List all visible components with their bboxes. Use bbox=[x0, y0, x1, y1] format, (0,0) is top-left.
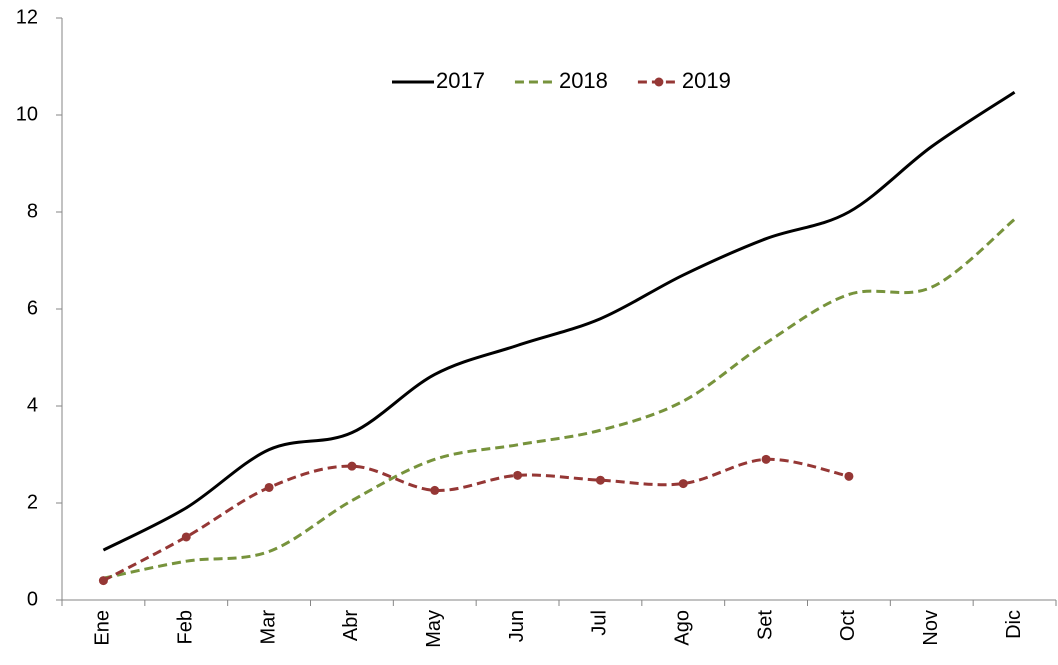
y-tick-label: 10 bbox=[16, 103, 38, 125]
legend: 2017 2018 2019 bbox=[392, 68, 731, 93]
x-tick-label: Oct bbox=[837, 610, 859, 642]
x-tick-label: Dic bbox=[1003, 610, 1025, 639]
point bbox=[430, 485, 440, 495]
y-tick-label: 4 bbox=[27, 394, 38, 416]
point bbox=[844, 471, 854, 481]
x-tick-label: Jun bbox=[506, 610, 528, 642]
point bbox=[761, 454, 771, 464]
point bbox=[347, 461, 357, 471]
point bbox=[264, 482, 274, 492]
point bbox=[98, 576, 108, 586]
y-tick-label: 0 bbox=[27, 588, 38, 610]
line-series bbox=[102, 457, 850, 582]
x-tick-label: Jul bbox=[589, 610, 611, 636]
legend-marker bbox=[654, 77, 664, 87]
point bbox=[181, 532, 191, 542]
y-tick-label: 2 bbox=[27, 491, 38, 513]
x-tick-label: Ago bbox=[672, 610, 694, 646]
legend-label: 2017 bbox=[436, 68, 485, 93]
x-tick-label: Abr bbox=[340, 610, 362, 641]
point bbox=[678, 479, 688, 489]
y-tick-label: 12 bbox=[16, 6, 38, 28]
x-tick-label: Mar bbox=[257, 610, 279, 645]
point bbox=[595, 475, 605, 485]
y-tick-label: 6 bbox=[27, 297, 38, 319]
x-tick-label: Ene bbox=[92, 610, 114, 646]
line-series bbox=[102, 90, 1016, 552]
x-tick-label: Nov bbox=[920, 610, 942, 646]
x-tick-label: May bbox=[423, 610, 445, 648]
point bbox=[513, 470, 523, 480]
x-tick-label: Set bbox=[754, 610, 776, 640]
legend-label: 2019 bbox=[682, 68, 731, 93]
y-tick-label: 8 bbox=[27, 200, 38, 222]
x-tick-label: Feb bbox=[175, 610, 197, 644]
legend-label: 2018 bbox=[559, 68, 608, 93]
line-series bbox=[103, 218, 1016, 580]
